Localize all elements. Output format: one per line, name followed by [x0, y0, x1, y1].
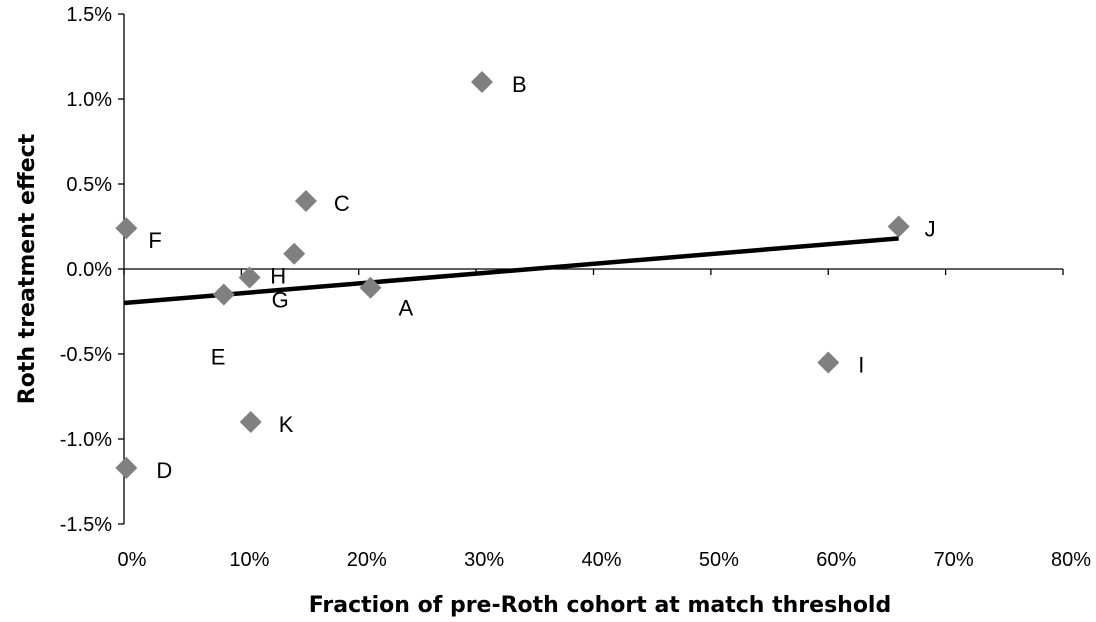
- y-tick-label: -0.5%: [60, 344, 112, 366]
- data-point-label-f: F: [148, 228, 161, 253]
- x-tick-label: 70%: [934, 549, 974, 571]
- x-tick-label: 40%: [581, 549, 621, 571]
- data-point-label-h: H: [270, 264, 286, 289]
- y-tick-label: -1.0%: [60, 429, 112, 451]
- data-point-j: [887, 215, 910, 238]
- data-point-label-e: E: [211, 345, 226, 370]
- y-tick-label: 1.0%: [66, 89, 112, 111]
- data-point-k: [239, 411, 262, 433]
- data-point-label-a: A: [398, 296, 413, 321]
- plot-area: -1.5% -1.0% -0.5% 0.0% 0.5% 1.0% 1.5% 0% 10% 20% 3…: [60, 4, 1091, 571]
- data-point-label-g: G: [272, 288, 289, 313]
- y-axis-title: Roth treatment effect: [15, 133, 40, 404]
- y-tick-label: 1.5%: [66, 4, 112, 26]
- data-point-a: [359, 276, 382, 299]
- data-point-b: [470, 71, 493, 93]
- x-tick-label: 20%: [347, 549, 387, 571]
- x-tick-label: 60%: [816, 549, 856, 571]
- data-point-c: [294, 190, 317, 212]
- data-point-e: [212, 283, 235, 306]
- fit-line: [123, 236, 899, 306]
- data-point-label-b: B: [512, 72, 527, 97]
- data-point-d: [115, 456, 138, 479]
- x-tick-label: 30%: [464, 549, 504, 571]
- data-point-f: [115, 217, 138, 240]
- data-point-label-j: J: [925, 217, 936, 242]
- data-point-label-k: K: [279, 412, 294, 437]
- data-point-label-d: D: [156, 458, 172, 483]
- x-tick-label: 0%: [118, 549, 147, 571]
- data-point-i: [817, 351, 840, 374]
- y-tick-label: 0.5%: [66, 174, 112, 196]
- data-point-g: [238, 266, 261, 289]
- y-tick-label: 0.0%: [66, 259, 112, 281]
- x-tick-label: 10%: [229, 549, 269, 571]
- data-point-h: [283, 242, 306, 265]
- x-tick-label: 80%: [1051, 549, 1091, 571]
- x-axis-title: Fraction of pre-Roth cohort at match thr…: [309, 593, 891, 618]
- data-point-label-c: C: [334, 191, 350, 216]
- data-point-label-i: I: [858, 353, 864, 378]
- y-tick-label: -1.5%: [60, 514, 112, 536]
- x-tick-label: 50%: [699, 549, 739, 571]
